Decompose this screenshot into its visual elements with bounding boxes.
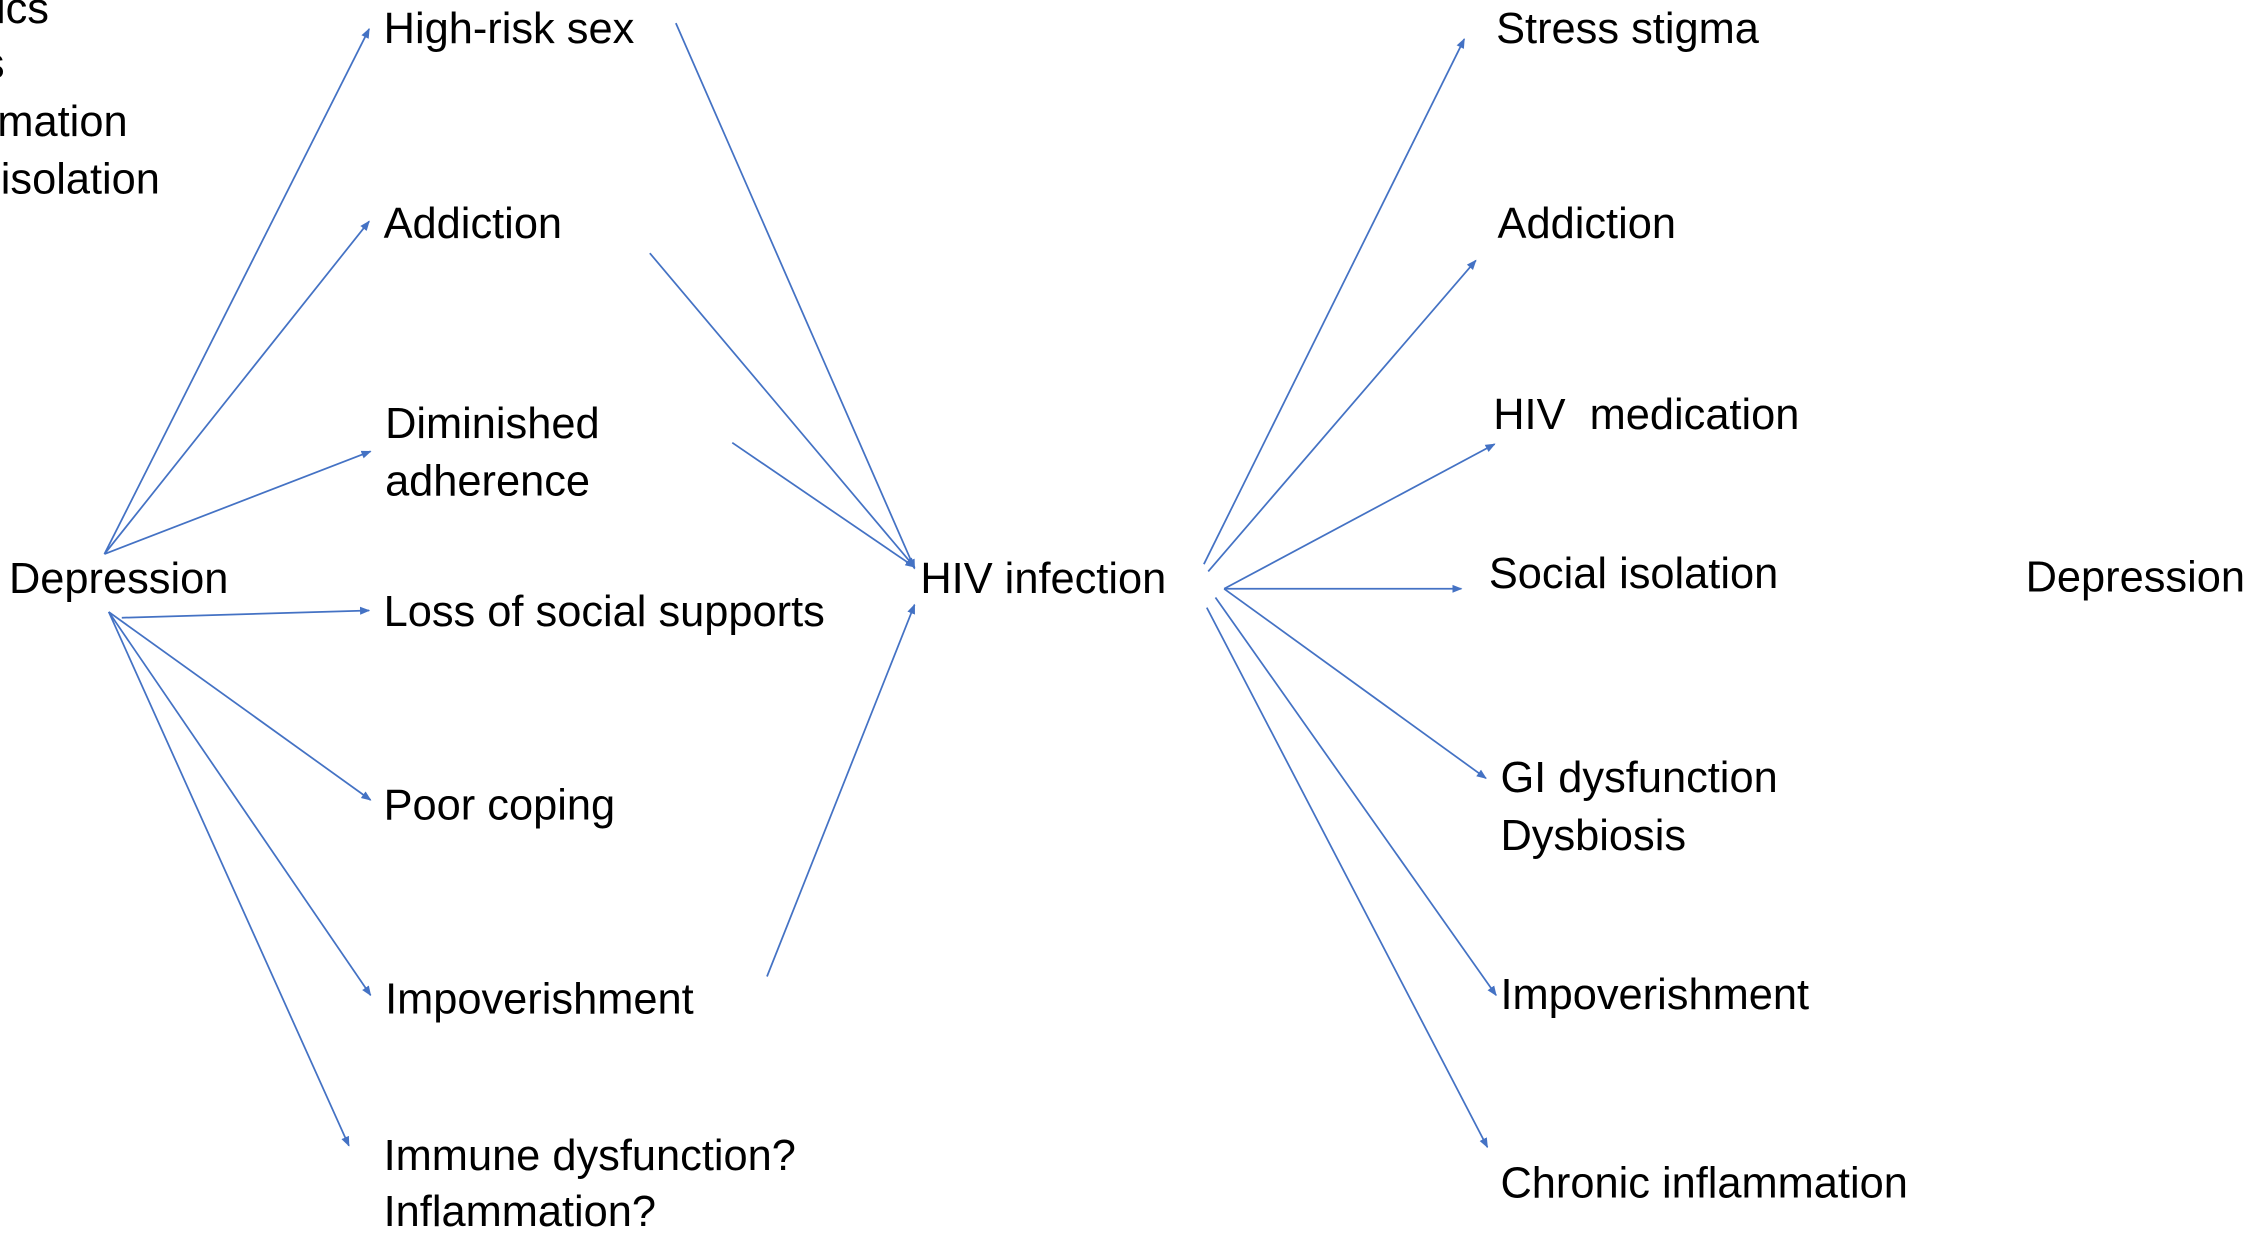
label-line: Inflammation?	[384, 1189, 656, 1234]
label-line: Impoverishment	[1500, 972, 1809, 1020]
arrow	[103, 28, 370, 555]
effect-node: Impoverishment	[1500, 972, 1809, 1020]
label-line: Poor coping	[384, 782, 616, 830]
hub-node: HIV infection	[920, 555, 1166, 603]
arrow	[108, 611, 372, 801]
label-line: Stress stigma	[1496, 5, 1760, 53]
arrow	[1206, 607, 1489, 1149]
arrow	[107, 611, 350, 1147]
cropped-text: isolation	[0, 156, 160, 204]
effect-node: GI dysfunction Dysbiosis	[1500, 755, 1777, 861]
arrow	[104, 450, 372, 555]
effect-node: Addiction	[1498, 201, 1676, 249]
cause-node: Poor coping	[384, 782, 616, 830]
label-line: adherence	[385, 458, 590, 506]
label-line: Addiction	[384, 201, 562, 249]
arrow	[766, 603, 916, 977]
label-line: Dysbiosis	[1500, 813, 1686, 861]
effect-node: Chronic inflammation	[1500, 1160, 1907, 1208]
arrow	[121, 606, 371, 619]
arrow	[103, 220, 370, 555]
label-line: High-risk sex	[384, 5, 635, 53]
label-line: HIV medication	[1493, 392, 1799, 440]
label-line: Chronic inflammation	[1500, 1160, 1907, 1208]
label-line: GI dysfunction	[1500, 755, 1777, 803]
label-line: Addiction	[1498, 201, 1676, 249]
cropped-text: mation	[0, 98, 128, 146]
arrow	[1223, 443, 1496, 590]
label-line: Impoverishment	[385, 976, 694, 1024]
label-line: Social isolation	[1489, 551, 1778, 599]
arrows	[103, 22, 1497, 1149]
label-line: Immune dysfunction?	[384, 1132, 796, 1180]
cropped-text: ics	[0, 0, 49, 33]
arrow	[1223, 588, 1487, 780]
cause-node: Immune dysfunction? Inflammation?	[384, 1132, 796, 1234]
label-line: Loss of social supports	[384, 588, 825, 636]
cropped-text: s	[0, 40, 5, 88]
effect-node: Social isolation	[1489, 551, 1778, 599]
source-node: Depression	[9, 555, 228, 603]
effect-node: Stress stigma	[1496, 5, 1760, 53]
outcome-node: Depression	[2026, 554, 2245, 602]
arrow	[649, 252, 916, 568]
cause-node: Loss of social supports	[384, 588, 825, 636]
cause-node: High-risk sex	[384, 5, 635, 53]
cause-node: Impoverishment	[385, 976, 694, 1024]
arrow	[731, 441, 916, 568]
arrow	[1203, 38, 1466, 565]
effect-node: HIV medication	[1493, 392, 1799, 440]
arrow	[108, 611, 372, 997]
cause-node: Addiction	[384, 201, 562, 249]
arrow	[1207, 259, 1477, 572]
label-line: Diminished	[385, 400, 600, 448]
cause-node: Diminished adherence	[385, 400, 600, 506]
arrow	[1214, 596, 1497, 997]
arrow	[675, 22, 916, 570]
